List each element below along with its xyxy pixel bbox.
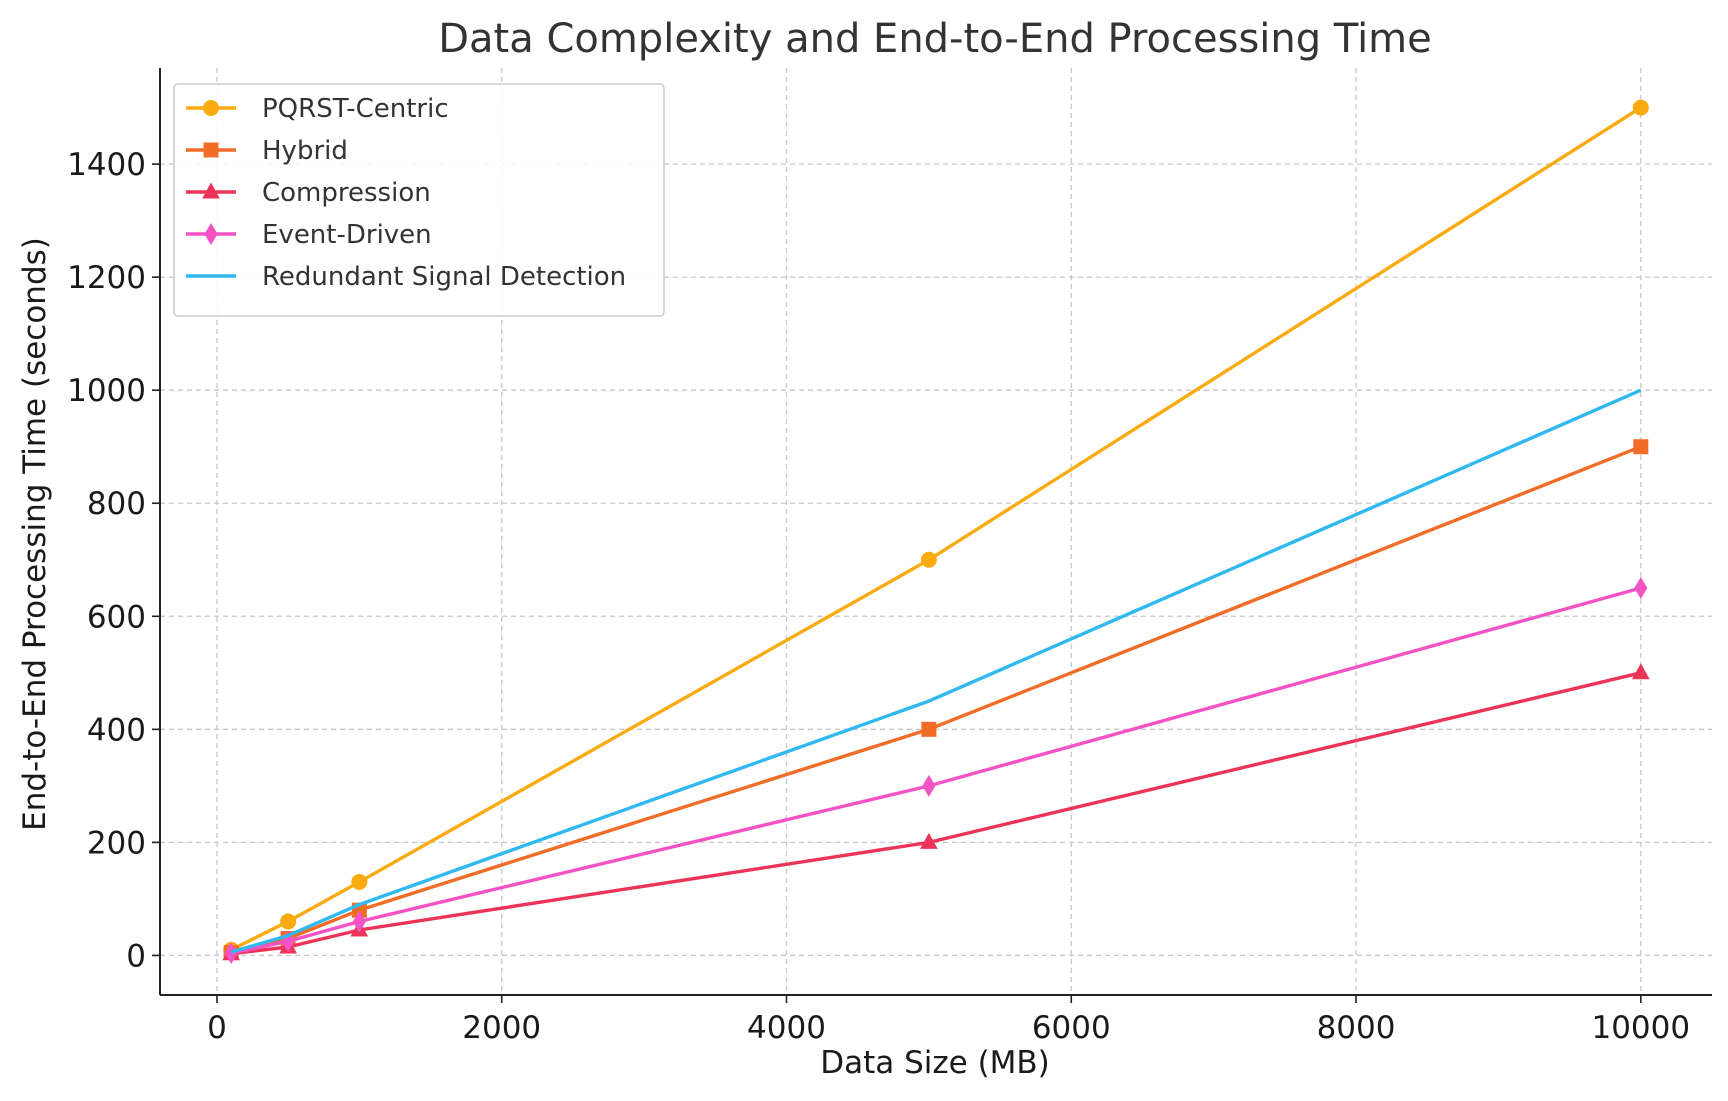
legend-box xyxy=(173,83,665,317)
axes: 0 2000 4000 6000 8000 10000 0 200 400 600 800 1000 1… xyxy=(67,68,1712,1046)
data-point xyxy=(1631,663,1650,680)
y-tick-label: 200 xyxy=(87,825,146,861)
legend-marker xyxy=(203,100,219,116)
y-axis-label: End-to-End Processing Time (seconds) xyxy=(17,237,53,831)
x-axis-label: Data Size (MB) xyxy=(820,1045,1050,1081)
legend-marker xyxy=(204,223,218,245)
legend-item: Hybrid xyxy=(186,136,348,166)
legend: PQRST-Centric Hybrid Compression Event-Driv… xyxy=(173,83,665,317)
legend-label: Redundant Signal Detection xyxy=(262,262,626,292)
legend-label: Event-Driven xyxy=(262,220,432,250)
legend-marker xyxy=(203,142,219,158)
legend-label: Hybrid xyxy=(262,136,348,166)
x-tick-label: 0 xyxy=(207,1010,227,1046)
legend-label: PQRST-Centric xyxy=(262,94,449,124)
series-redundant-signal-detection xyxy=(230,388,1642,954)
series-event-driven xyxy=(224,577,1648,965)
data-point xyxy=(280,913,297,930)
data-point xyxy=(1633,439,1649,455)
series-line xyxy=(230,586,1642,955)
series-compression xyxy=(222,663,1650,961)
legend-item: Event-Driven xyxy=(186,220,432,250)
data-point xyxy=(920,832,938,849)
y-tick-label: 1000 xyxy=(67,373,146,409)
data-point xyxy=(922,774,936,797)
x-tick-label: 8000 xyxy=(1317,1010,1396,1046)
legend-item: Redundant Signal Detection xyxy=(186,262,626,292)
y-tick-label: 600 xyxy=(87,599,146,635)
series-pqrst-centric xyxy=(223,99,1649,958)
x-tick-label: 4000 xyxy=(747,1010,826,1046)
chart-title: Data Complexity and End-to-End Processin… xyxy=(438,16,1432,62)
series-layer xyxy=(222,99,1650,965)
data-point xyxy=(1634,577,1648,599)
x-tick-label: 10000 xyxy=(1591,1010,1690,1046)
y-tick-label: 0 xyxy=(126,938,146,974)
data-point xyxy=(1632,99,1649,116)
legend-item: Compression xyxy=(186,178,431,208)
y-tick-label: 1400 xyxy=(67,147,146,183)
x-tick-label: 6000 xyxy=(1032,1010,1111,1046)
series-line xyxy=(231,671,1642,956)
y-tick-label: 400 xyxy=(87,712,146,748)
data-point xyxy=(352,910,366,933)
legend-item: PQRST-Centric xyxy=(186,94,449,124)
data-point xyxy=(920,551,937,568)
x-tick-label: 2000 xyxy=(462,1010,541,1046)
series-line xyxy=(230,388,1642,954)
data-point xyxy=(921,721,937,737)
data-point xyxy=(351,873,368,890)
legend-label: Compression xyxy=(262,178,431,208)
y-tick-label: 800 xyxy=(87,486,146,522)
y-tick-label: 1200 xyxy=(67,260,146,296)
legend-marker xyxy=(202,182,220,199)
